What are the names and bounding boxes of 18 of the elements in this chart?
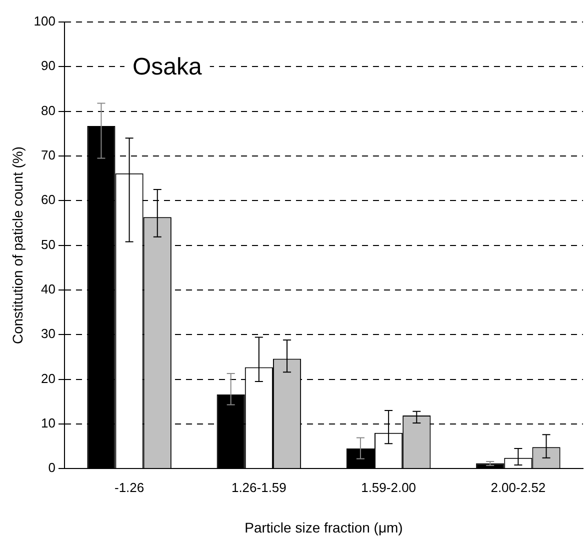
y-tick-label: 20 [41, 370, 56, 386]
x-tick-label: -1.26 [114, 480, 144, 495]
x-axis-title: Particle size fraction (μm) [244, 519, 403, 536]
y-tick-label: 80 [41, 102, 56, 118]
y-tick-label: 10 [41, 416, 56, 431]
y-tick-label: 50 [41, 236, 56, 252]
x-tick-label: 1.59-2.00 [361, 480, 416, 495]
y-tick-label: 100 [34, 14, 56, 29]
y-tick-label: 40 [41, 282, 56, 297]
x-tick-label: 2.00-2.52 [490, 480, 546, 495]
y-tick-label: 60 [41, 192, 56, 208]
x-tick-label: 1.26-1.59 [231, 480, 286, 495]
y-axis-title: Constitution of paticle count (%) [9, 146, 26, 344]
y-tick-label: 90 [41, 58, 56, 74]
y-tick-label: 30 [41, 326, 56, 342]
text: Osaka [132, 54, 203, 81]
y-tick-label: 0 [48, 460, 56, 476]
y-tick-label: 70 [41, 148, 56, 163]
